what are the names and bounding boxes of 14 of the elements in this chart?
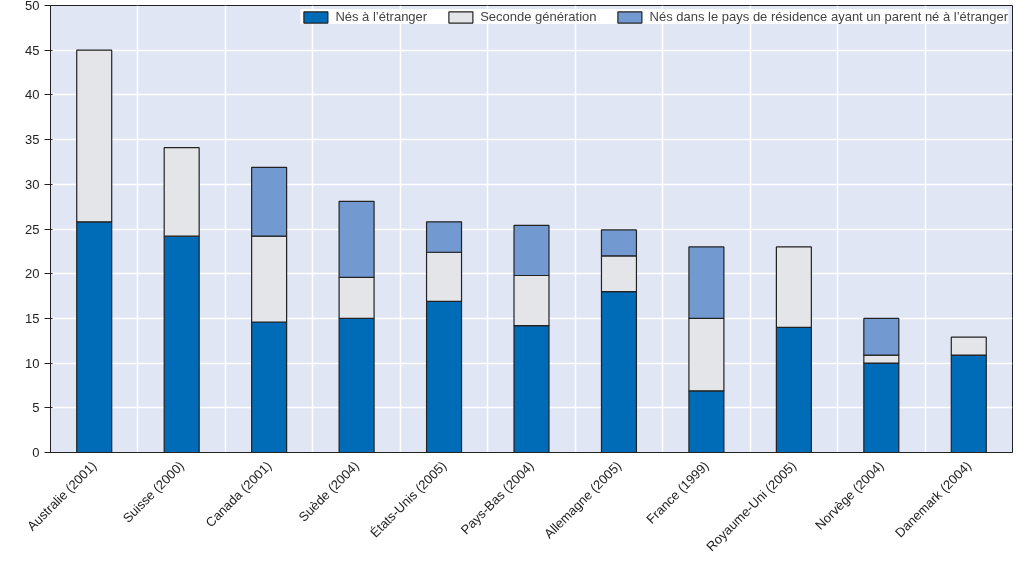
legend-label: Nés dans le pays de résidence ayant un parent né à l’étranger [649, 9, 1008, 24]
y-tick-label: 35 [25, 132, 40, 148]
y-tick-label: 45 [25, 42, 40, 58]
y-tick-label: 30 [25, 176, 40, 192]
y-tick-label: 5 [32, 400, 40, 416]
y-tick-label: 50 [25, 0, 40, 13]
legend-label: Nés à l’étranger [335, 9, 428, 24]
legend-label: Seconde génération [480, 9, 597, 24]
y-tick-label: 20 [25, 266, 40, 282]
y-tick-label: 0 [32, 445, 40, 460]
y-tick-label: 15 [25, 310, 40, 326]
y-tick-label: 40 [25, 87, 40, 103]
y-tick-label: 10 [25, 355, 40, 371]
y-tick-label: 25 [25, 221, 40, 237]
